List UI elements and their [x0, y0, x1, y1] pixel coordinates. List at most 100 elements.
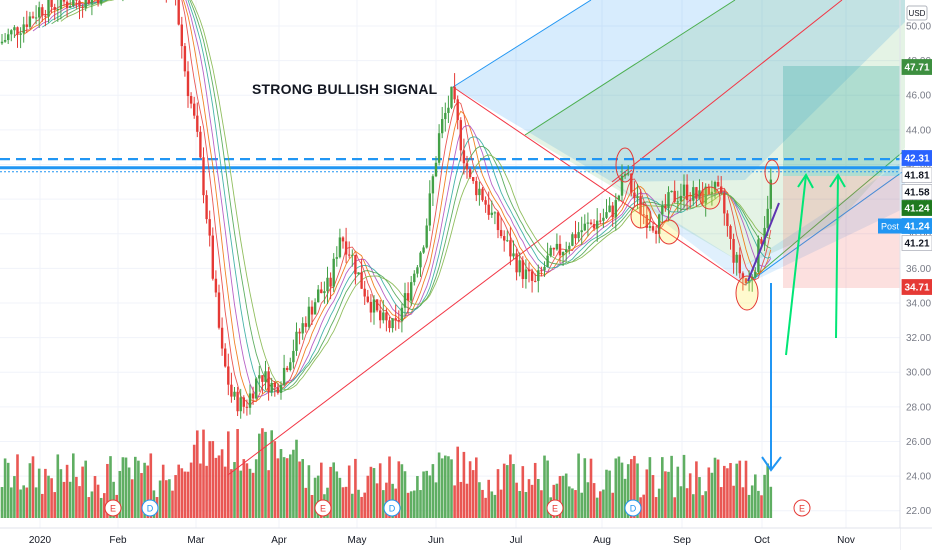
volume-bar [682, 454, 686, 518]
candle-body [332, 258, 335, 287]
volume-bar [744, 460, 748, 518]
currency-label: USD [909, 9, 926, 18]
candle-body [605, 212, 608, 218]
candle-body [450, 86, 453, 108]
moving-average-line [60, 0, 771, 391]
candle-body [580, 230, 583, 233]
candle-body [574, 234, 577, 239]
volume-bar [425, 470, 428, 518]
post-market-tag [878, 218, 902, 234]
swing-circle [699, 186, 721, 210]
volume-bar [106, 463, 109, 518]
volume-bar [261, 428, 264, 518]
candle-body [248, 393, 252, 408]
time-tick-label: Aug [593, 535, 611, 546]
candle-body [456, 99, 459, 121]
swing-circle [735, 275, 759, 311]
volume-bar [211, 441, 215, 518]
candle-body [645, 214, 648, 228]
pitchfork-drawing[interactable] [227, 0, 906, 476]
volume-bar [626, 464, 630, 518]
volume-bar [96, 484, 100, 518]
volume-bar [273, 441, 277, 518]
candle-body [406, 293, 410, 301]
volume-bar [149, 453, 153, 518]
currency-badge[interactable]: USD [906, 5, 928, 21]
candle-body [664, 205, 667, 209]
earnings-marker[interactable] [314, 499, 332, 517]
candle-body [441, 119, 444, 134]
candle-body [391, 318, 394, 329]
volume-bar [459, 481, 463, 518]
volume-bar [118, 470, 122, 518]
candle-body [555, 243, 559, 250]
green-arrow-1-head [797, 173, 814, 189]
volume-bar [741, 487, 745, 518]
volume-bar [735, 463, 738, 518]
candle-body [360, 272, 363, 289]
volume-bar [757, 490, 760, 518]
candle-body [571, 234, 574, 246]
price-tag-value: 41.21 [904, 239, 929, 250]
volume-bar [499, 489, 503, 518]
long-position-tool[interactable] [783, 66, 900, 288]
volume-bar [400, 464, 404, 518]
volume-bar [295, 439, 298, 518]
candle-body [577, 232, 580, 239]
volume-bar [589, 458, 593, 518]
dividend-marker[interactable] [141, 499, 159, 517]
candle-body [431, 176, 435, 194]
volume-bar [537, 479, 540, 518]
event-marker-label: E [110, 504, 116, 514]
volume-bar [478, 482, 481, 518]
volume-bar [692, 494, 695, 518]
candle-body [701, 190, 704, 204]
dividend-marker[interactable] [383, 499, 401, 517]
candle-body [326, 277, 329, 292]
horizontal-levels[interactable] [0, 157, 900, 173]
candle-body [357, 272, 360, 275]
volume-bar [165, 480, 168, 518]
candle-body [96, 0, 100, 4]
volume-bar [623, 478, 627, 518]
volume-bar [524, 491, 528, 518]
earnings-marker[interactable] [104, 499, 122, 517]
volume-bar [747, 494, 751, 518]
volume-bar [84, 460, 87, 518]
candle-body [654, 230, 658, 234]
volume-bar [99, 497, 103, 518]
volume-bar [475, 457, 478, 518]
candle-body [410, 282, 413, 301]
candle-body [34, 17, 38, 19]
volume-bar [124, 457, 128, 518]
earnings-marker[interactable] [546, 499, 564, 517]
volume-bar [409, 491, 413, 518]
volume-bar [130, 479, 134, 518]
pitchfork-upper-tine [524, 0, 736, 136]
candle-body [180, 24, 183, 47]
candle-body [397, 320, 400, 322]
volume-bar [484, 497, 487, 518]
volume-bar [726, 468, 729, 518]
pitchfork-lower-zone [525, 0, 905, 265]
volume-bar [341, 487, 345, 518]
volume-bar [512, 464, 515, 518]
candle-body [614, 200, 617, 218]
time-axis[interactable]: 2020 Feb Mar Apr May Jun Jul Aug Sep Oct Nov [0, 527, 932, 550]
candle-body [636, 196, 639, 198]
time-tick-label: Mar [187, 535, 205, 546]
candle-body [512, 253, 515, 257]
earnings-marker[interactable] [793, 499, 811, 517]
volume-bar [140, 473, 143, 518]
candle-body [279, 384, 283, 393]
moving-average-line [51, 0, 771, 393]
volume-bar [109, 456, 112, 518]
candle-body [258, 375, 261, 379]
dividend-marker[interactable] [624, 499, 642, 517]
candle-body [425, 225, 428, 248]
time-tick-label: Sep [673, 535, 691, 546]
price-tag [901, 279, 932, 295]
